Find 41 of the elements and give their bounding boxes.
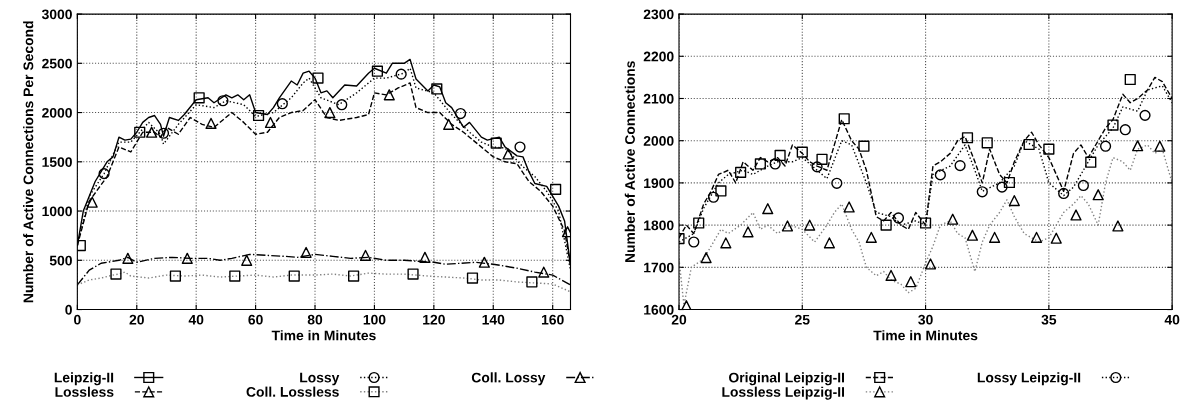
x-tick-label: 40 [188, 314, 204, 325]
y-tick-label: 2000 [643, 136, 674, 146]
x-tick-label: 20 [129, 314, 144, 325]
y-tick-label: 2100 [643, 93, 674, 104]
x-tick-label: 0 [74, 314, 81, 325]
y-tick-label: 2300 [643, 9, 674, 20]
x-tick-label: 160 [541, 314, 564, 325]
y-tick-label: 1900 [644, 178, 674, 189]
legend-label: Lossless Leipzig-II [722, 386, 845, 400]
y-tick-label: 1000 [42, 206, 72, 217]
y-axis-title: Number of Active Connections [624, 61, 635, 263]
x-tick-label: 25 [795, 314, 810, 325]
x-axis-title: Time in Minutes [271, 330, 376, 341]
y-tick-label: 1800 [644, 220, 674, 231]
y-tick-label: 1600 [644, 304, 674, 315]
x-tick-label: 60 [248, 314, 263, 325]
y-tick-label: 0 [65, 304, 72, 315]
y-tick-label: 2200 [643, 51, 674, 62]
x-tick-label: 120 [423, 314, 445, 325]
x-tick-label: 40 [1164, 314, 1180, 325]
x-tick-label: 35 [1041, 314, 1057, 325]
legend-label: Lossless [55, 386, 114, 397]
x-tick-label: 100 [363, 314, 386, 325]
y-tick-label: 500 [49, 255, 72, 266]
y-tick-label: 1500 [42, 157, 72, 167]
x-tick-label: 20 [671, 314, 687, 325]
x-tick-label: 140 [482, 314, 505, 325]
y-tick-label: 2500 [42, 58, 72, 69]
legend-label: Leipzig-II [54, 372, 114, 386]
y-tick-label: 1700 [644, 262, 674, 273]
legend-label: Coll. Lossless [246, 386, 339, 397]
x-tick-label: 80 [307, 314, 323, 325]
y-tick-label: 2000 [42, 107, 72, 118]
legend-label: Lossy Leipzig-II [977, 372, 1081, 386]
x-tick-label: 30 [918, 314, 933, 325]
x-axis-title: Time in Minutes [873, 330, 978, 341]
y-axis-title: Number of Active Connections Per Second [23, 21, 34, 303]
legend-label: Original Leipzig-II [729, 372, 845, 386]
legend-label: Lossy [300, 372, 340, 386]
y-tick-label: 3000 [41, 9, 72, 20]
legend-label: Coll. Lossy [471, 372, 546, 386]
